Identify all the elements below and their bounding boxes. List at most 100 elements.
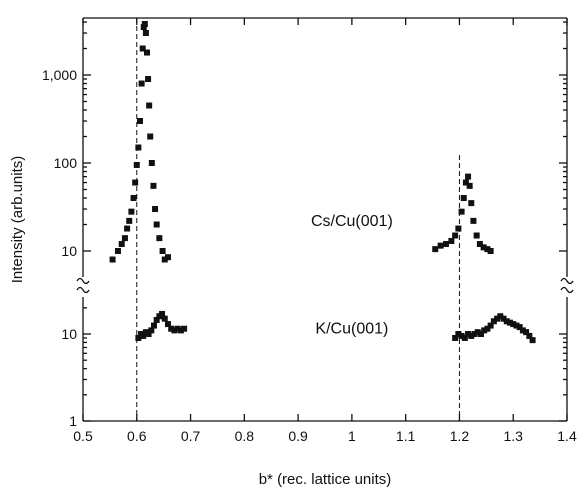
point-k-cu-001- bbox=[145, 331, 152, 337]
point-k-cu-001- bbox=[516, 324, 523, 331]
point-cs-cu-001- bbox=[437, 242, 444, 249]
axis-ticks: 0.5 0.6 0.7 0.8 0.9 1 1.1 1.2 1.3 1.4 1,000 100 10 10… bbox=[42, 18, 577, 444]
point-cs-cu-001- bbox=[138, 80, 145, 87]
point-cs-cu-001- bbox=[137, 118, 144, 125]
point-k-cu-001- bbox=[455, 331, 462, 337]
x-tick-label: 1.4 bbox=[557, 428, 577, 444]
point-cs-cu-001- bbox=[147, 133, 154, 140]
point-cs-cu-001- bbox=[476, 241, 483, 248]
x-tick-label: 0.8 bbox=[235, 428, 255, 444]
point-cs-cu-001- bbox=[121, 235, 128, 242]
x-tick-label: 0.9 bbox=[288, 428, 308, 444]
point-k-cu-001- bbox=[519, 327, 526, 334]
point-cs-cu-001- bbox=[143, 49, 150, 56]
y-tick-label-lower: 1 bbox=[69, 413, 77, 429]
point-k-cu-001- bbox=[523, 329, 530, 336]
point-k-cu-001- bbox=[153, 316, 160, 323]
point-k-cu-001- bbox=[150, 322, 157, 329]
point-cs-cu-001- bbox=[139, 45, 146, 52]
point-k-cu-001- bbox=[490, 318, 497, 325]
point-k-cu-001- bbox=[503, 318, 510, 325]
x-tick-label: 0.6 bbox=[127, 428, 147, 444]
y-tick-label-lower: 10 bbox=[61, 326, 77, 342]
point-cs-cu-001- bbox=[142, 30, 149, 37]
point-k-cu-001- bbox=[148, 327, 155, 334]
point-cs-cu-001- bbox=[159, 248, 166, 254]
point-k-cu-001- bbox=[458, 332, 465, 339]
point-cs-cu-001- bbox=[146, 102, 153, 109]
point-cs-cu-001- bbox=[468, 200, 475, 207]
point-cs-cu-001- bbox=[141, 20, 148, 27]
point-cs-cu-001- bbox=[156, 235, 163, 242]
point-cs-cu-001- bbox=[448, 237, 455, 244]
point-k-cu-001- bbox=[500, 315, 507, 322]
point-cs-cu-001- bbox=[152, 206, 159, 213]
annotation-k-cu-001-: K/Cu(001) bbox=[315, 321, 388, 338]
point-k-cu-001- bbox=[468, 332, 475, 339]
point-k-cu-001- bbox=[452, 334, 459, 341]
point-k-cu-001- bbox=[181, 325, 188, 332]
point-cs-cu-001- bbox=[466, 182, 473, 189]
point-k-cu-001- bbox=[529, 337, 536, 344]
x-tick-label: 1 bbox=[348, 428, 356, 444]
x-tick-label: 1.3 bbox=[503, 428, 523, 444]
y-tick-label-upper: 10 bbox=[61, 243, 77, 259]
point-k-cu-001- bbox=[477, 331, 484, 337]
point-cs-cu-001- bbox=[458, 208, 465, 215]
point-cs-cu-001- bbox=[126, 217, 133, 224]
point-cs-cu-001- bbox=[128, 208, 135, 215]
point-k-cu-001- bbox=[174, 325, 181, 332]
point-cs-cu-001- bbox=[484, 246, 491, 253]
point-cs-cu-001- bbox=[148, 160, 155, 166]
point-cs-cu-001- bbox=[109, 256, 116, 263]
point-cs-cu-001- bbox=[135, 144, 142, 151]
y-tick-label-upper: 1,000 bbox=[42, 67, 77, 83]
point-k-cu-001- bbox=[159, 310, 166, 317]
point-k-cu-001- bbox=[513, 322, 520, 329]
point-cs-cu-001- bbox=[480, 244, 487, 251]
axis-break-mark-left-1 bbox=[76, 286, 90, 294]
point-k-cu-001- bbox=[487, 322, 494, 329]
x-tick-label: 0.7 bbox=[181, 428, 201, 444]
axis-break-mark-right-0 bbox=[560, 277, 574, 285]
point-cs-cu-001- bbox=[460, 195, 467, 202]
point-cs-cu-001- bbox=[164, 254, 171, 261]
point-cs-cu-001- bbox=[133, 161, 140, 168]
point-cs-cu-001- bbox=[153, 221, 160, 228]
point-k-cu-001- bbox=[497, 313, 504, 320]
point-k-cu-001- bbox=[494, 315, 501, 322]
point-cs-cu-001- bbox=[145, 76, 152, 83]
point-cs-cu-001- bbox=[443, 241, 449, 248]
point-cs-cu-001- bbox=[487, 248, 494, 254]
point-k-cu-001- bbox=[481, 327, 488, 334]
point-cs-cu-001- bbox=[150, 182, 157, 189]
axis-break-mark-left-0 bbox=[76, 277, 90, 285]
point-cs-cu-001- bbox=[470, 217, 477, 224]
data-points bbox=[109, 20, 536, 344]
point-cs-cu-001- bbox=[130, 195, 137, 202]
point-k-cu-001- bbox=[471, 331, 478, 337]
point-k-cu-001- bbox=[140, 332, 147, 339]
y-axis-label: Intensity (arb.units) bbox=[9, 156, 26, 284]
plot-frame bbox=[76, 17, 574, 422]
point-k-cu-001- bbox=[171, 327, 178, 334]
point-k-cu-001- bbox=[510, 321, 517, 328]
point-cs-cu-001- bbox=[432, 246, 439, 253]
point-cs-cu-001- bbox=[132, 179, 139, 186]
annotation-cs-cu-001-: Cs/Cu(001) bbox=[311, 213, 393, 230]
point-k-cu-001- bbox=[465, 331, 472, 337]
point-k-cu-001- bbox=[526, 332, 533, 339]
point-k-cu-001- bbox=[164, 321, 171, 328]
x-tick-label: 1.1 bbox=[396, 428, 416, 444]
reference-lines bbox=[136, 18, 460, 421]
point-cs-cu-001- bbox=[455, 225, 462, 232]
point-k-cu-001- bbox=[474, 329, 481, 336]
point-k-cu-001- bbox=[168, 325, 175, 332]
point-cs-cu-001- bbox=[140, 24, 147, 31]
point-k-cu-001- bbox=[177, 327, 184, 334]
axis-labels: Cs/Cu(001) K/Cu(001) b* (rec. lattice unit… bbox=[9, 156, 393, 488]
point-cs-cu-001- bbox=[114, 248, 121, 254]
x-tick-label: 1.2 bbox=[450, 428, 470, 444]
point-k-cu-001- bbox=[135, 334, 142, 341]
